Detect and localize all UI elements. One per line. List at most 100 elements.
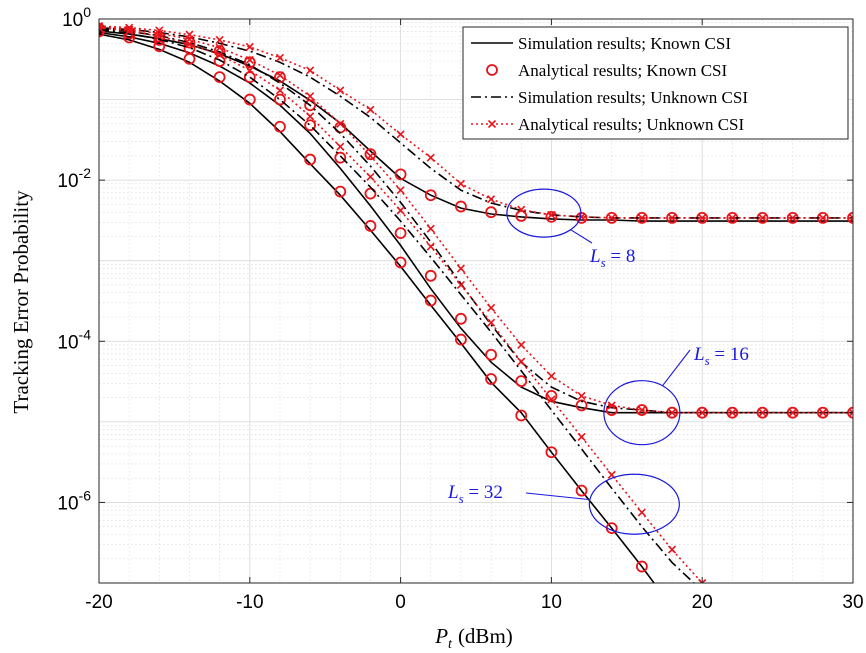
data-point-x	[517, 357, 526, 366]
data-point-circle	[334, 151, 347, 164]
data-point-x	[607, 401, 616, 410]
x-tick-label: 0	[395, 592, 406, 613]
data-point-x	[215, 43, 224, 52]
data-point-x-stroke	[701, 578, 707, 583]
data-point-circle	[243, 71, 256, 84]
data-point-x-stroke	[426, 153, 435, 162]
data-point-x-stroke	[698, 213, 707, 222]
data-point-x	[275, 53, 285, 62]
data-point-circle	[364, 220, 377, 232]
data-point-x-stroke	[758, 408, 767, 417]
data-point-x	[396, 206, 405, 215]
data-point-x-stroke	[245, 55, 254, 65]
data-point-x	[577, 391, 586, 400]
data-point-x	[366, 105, 375, 114]
series-Ls16-sim-unknown	[99, 27, 853, 414]
data-point-x	[456, 264, 465, 273]
data-point-x-stroke	[848, 213, 853, 220]
data-point-x-stroke	[547, 395, 556, 404]
legend-swatch	[486, 64, 498, 76]
data-point-circle	[334, 185, 347, 198]
data-point-x	[125, 26, 134, 36]
data-point-circle	[424, 269, 437, 282]
data-point-x	[637, 213, 646, 222]
data-point-x	[245, 55, 254, 65]
data-point-x	[366, 172, 375, 181]
data-point-x-stroke	[275, 71, 285, 80]
data-point-x-stroke	[547, 210, 556, 219]
series-Ls32-sim-unknown	[99, 28, 696, 583]
data-point-x	[396, 186, 405, 195]
data-point-x-stroke	[306, 66, 315, 75]
data-point-circle	[183, 52, 196, 65]
data-point-x-stroke	[818, 408, 827, 417]
data-point-x	[487, 318, 496, 327]
x-tick-label: 20	[692, 592, 713, 613]
legend-label: Simulation results; Known CSI	[518, 34, 731, 53]
data-point-x	[547, 210, 556, 219]
data-point-x-stroke	[547, 372, 556, 381]
data-point-x	[426, 224, 435, 233]
x-axis-label-unit: (dBm)	[458, 624, 513, 648]
data-point-x	[275, 86, 285, 95]
data-point-circle	[455, 333, 467, 346]
data-point-x-stroke	[366, 172, 375, 181]
data-point-circle	[274, 120, 286, 133]
data-point-x	[667, 213, 677, 222]
x-axis-label-symbol: P	[434, 624, 448, 648]
data-point-x-stroke	[426, 224, 435, 233]
data-point-x	[818, 213, 827, 222]
annotation-ellipse	[588, 473, 680, 535]
data-point-circle	[394, 168, 407, 181]
data-point-x-stroke	[336, 142, 345, 151]
series-line	[99, 26, 853, 219]
legend-entry: Analytical results; Unknown CSI	[471, 115, 745, 134]
legend-entry: Simulation results; Unknown CSI	[471, 88, 748, 107]
annotations: Ls = 8 Ls = 16 Ls = 32	[447, 188, 749, 535]
data-point-x-stroke	[215, 35, 224, 44]
data-point-x-stroke	[125, 26, 134, 36]
data-point-x-stroke	[607, 213, 616, 222]
data-point-circle	[635, 560, 648, 573]
data-point-circle	[515, 209, 528, 222]
series-Ls32-ana-known	[99, 25, 648, 573]
axes-box	[98, 18, 854, 584]
data-point-x	[366, 151, 375, 160]
series-line	[99, 26, 703, 583]
data-point-circle	[394, 256, 407, 269]
annotation-ellipse	[506, 188, 582, 238]
data-point-x	[667, 545, 677, 554]
data-point-circle	[545, 389, 558, 402]
data-point-circle	[364, 187, 377, 200]
data-point-circle	[455, 200, 467, 213]
data-point-circle	[99, 25, 105, 38]
data-point-x-stroke	[487, 303, 496, 312]
data-point-x-stroke	[366, 105, 375, 114]
data-point-x	[99, 23, 104, 32]
annotation-leader	[662, 349, 691, 387]
annotation-leader	[570, 229, 593, 244]
data-point-x-stroke	[848, 408, 853, 414]
data-point-x-stroke	[607, 470, 616, 479]
data-point-x-stroke	[245, 42, 254, 52]
data-point-x	[607, 213, 616, 222]
data-point-x-stroke	[517, 205, 526, 214]
data-point-x-stroke	[306, 92, 315, 101]
plot-area	[99, 21, 853, 583]
data-point-circle	[123, 31, 136, 44]
data-point-x-stroke	[366, 151, 375, 160]
x-tick-label: 10	[541, 592, 562, 613]
data-point-x-stroke	[487, 195, 496, 204]
x-tick-label: -10	[236, 592, 263, 613]
data-point-circle	[847, 211, 853, 224]
y-tick-label: 100	[62, 4, 91, 31]
data-point-x	[788, 213, 797, 222]
data-point-x	[336, 86, 345, 95]
annotation-leader	[525, 492, 590, 501]
data-point-x	[848, 213, 853, 222]
data-point-x-stroke	[396, 130, 405, 139]
legend-box	[462, 26, 849, 140]
data-point-x	[426, 242, 435, 251]
data-point-x-stroke	[215, 50, 224, 59]
